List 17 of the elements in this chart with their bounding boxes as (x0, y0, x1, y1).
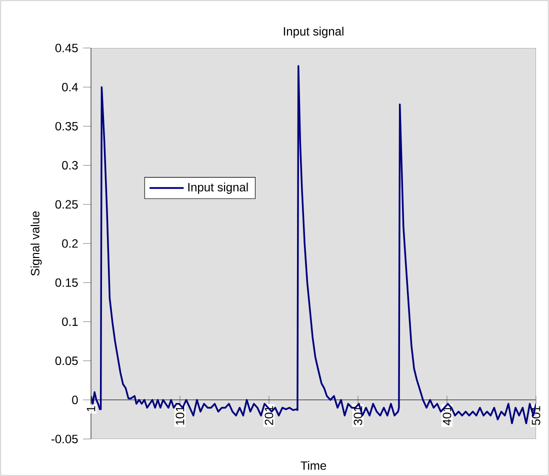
x-axis-title: Time (300, 461, 326, 470)
legend-label: Input signal (188, 182, 248, 194)
y-tick-label: 0.3 (62, 161, 78, 170)
y-tick-label: -0.05 (51, 434, 78, 444)
y-tick-label: 0 (72, 396, 78, 404)
y-axis-title: Signal value (30, 211, 42, 276)
y-tick-label: 0.2 (62, 239, 78, 248)
chart-title: Input signal (284, 26, 344, 38)
y-tick-label: 0.45 (55, 44, 78, 52)
y-tick-label: 0.05 (55, 356, 78, 366)
y-tick-label: 0.4 (62, 82, 78, 92)
x-tick-label: 101 (176, 406, 184, 425)
y-tick-label: 0.15 (55, 278, 78, 287)
y-tick-label: 0.35 (55, 122, 78, 130)
y-tick-label: 0.1 (62, 317, 78, 326)
y-tick-label: 0.25 (55, 200, 78, 209)
x-tick-label: 1 (86, 406, 96, 412)
